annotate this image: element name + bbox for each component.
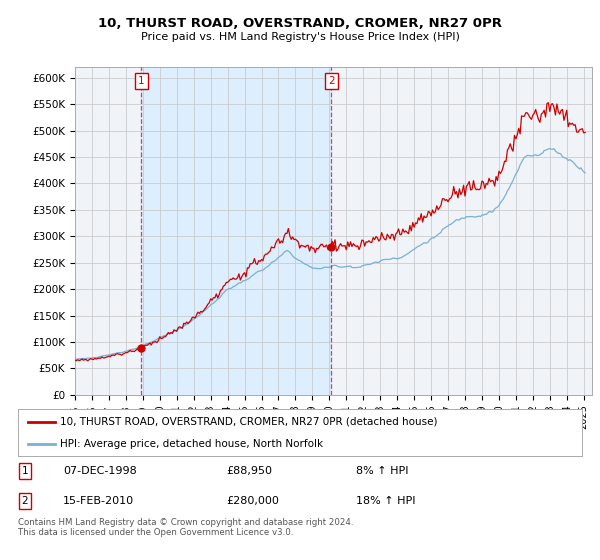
Text: 2: 2 — [328, 76, 335, 86]
Text: 1: 1 — [22, 466, 28, 476]
Text: 10, THURST ROAD, OVERSTRAND, CROMER, NR27 0PR (detached house): 10, THURST ROAD, OVERSTRAND, CROMER, NR2… — [60, 417, 438, 427]
Text: 2: 2 — [22, 496, 28, 506]
Text: 07-DEC-1998: 07-DEC-1998 — [63, 466, 137, 476]
Text: 18% ↑ HPI: 18% ↑ HPI — [356, 496, 416, 506]
Text: £280,000: £280,000 — [227, 496, 280, 506]
Text: Contains HM Land Registry data © Crown copyright and database right 2024.
This d: Contains HM Land Registry data © Crown c… — [18, 518, 353, 538]
Text: 8% ↑ HPI: 8% ↑ HPI — [356, 466, 409, 476]
Text: Price paid vs. HM Land Registry's House Price Index (HPI): Price paid vs. HM Land Registry's House … — [140, 32, 460, 43]
Text: 10, THURST ROAD, OVERSTRAND, CROMER, NR27 0PR: 10, THURST ROAD, OVERSTRAND, CROMER, NR2… — [98, 17, 502, 30]
Text: £88,950: £88,950 — [227, 466, 272, 476]
Bar — [142, 67, 331, 395]
Text: HPI: Average price, detached house, North Norfolk: HPI: Average price, detached house, Nort… — [60, 438, 323, 449]
Text: 1: 1 — [138, 76, 145, 86]
Text: 15-FEB-2010: 15-FEB-2010 — [63, 496, 134, 506]
